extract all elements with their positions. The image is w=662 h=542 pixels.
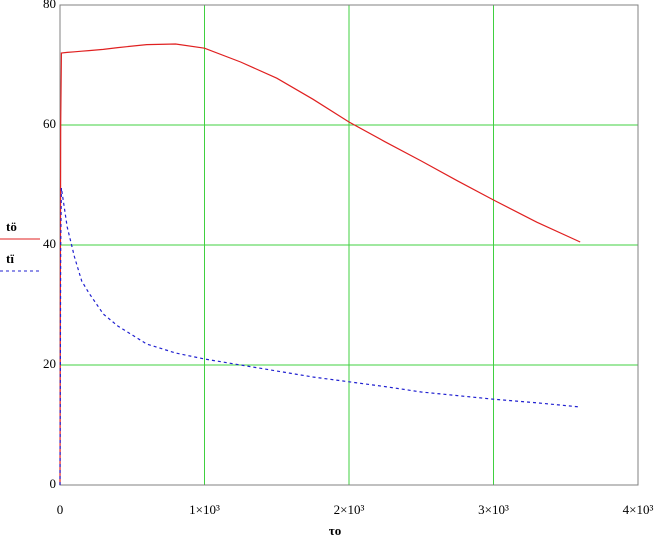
y-tick-label: 0 [50, 476, 57, 491]
legend-label: tï [6, 251, 14, 266]
x-tick-label: 3×10³ [478, 502, 509, 517]
y-tick-label: 20 [43, 356, 56, 371]
x-tick-label: 4×10³ [623, 502, 654, 517]
series-line [59, 43, 581, 486]
series-line [59, 187, 581, 486]
x-tick-label: 2×10³ [334, 502, 365, 517]
y-tick-label: 60 [43, 116, 56, 131]
x-axis-label: τo [329, 523, 342, 538]
legend-label: tö [6, 219, 17, 234]
y-tick-label: 40 [43, 236, 56, 251]
x-tick-label: 0 [57, 502, 64, 517]
x-tick-label: 1×10³ [189, 502, 220, 517]
y-tick-label: 80 [43, 0, 56, 11]
